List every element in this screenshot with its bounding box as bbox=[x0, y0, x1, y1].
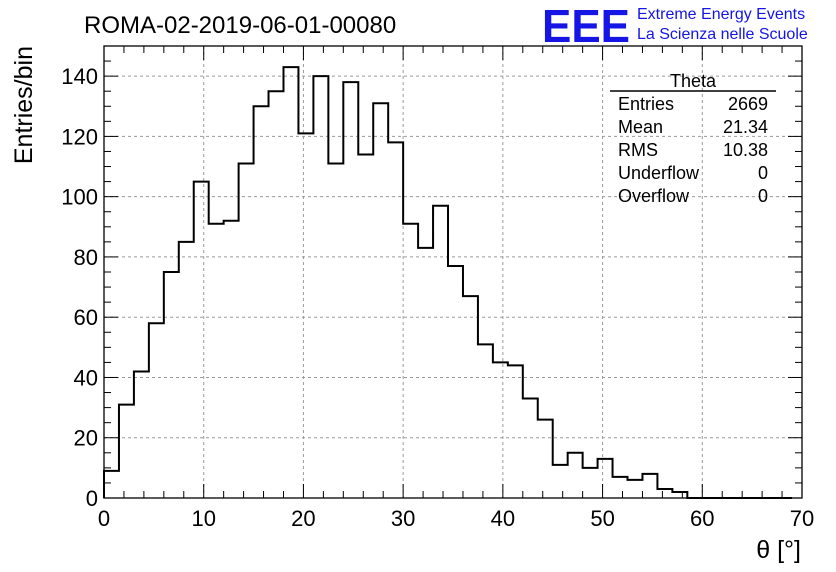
chart-title: ROMA-02-2019-06-01-00080 bbox=[84, 12, 396, 39]
stats-value-entries: 2669 bbox=[728, 94, 768, 114]
stats-value-rms: 10.38 bbox=[723, 140, 768, 160]
stats-label-overflow: Overflow bbox=[618, 186, 690, 206]
y-tick-label: 140 bbox=[61, 64, 98, 89]
y-tick-label: 60 bbox=[74, 305, 98, 330]
histogram-outline bbox=[103, 66, 793, 499]
stats-value-overflow: 0 bbox=[758, 186, 768, 206]
stats-label-rms: RMS bbox=[618, 140, 658, 160]
y-tick-label: 100 bbox=[61, 185, 98, 210]
y-axis-label: Entries/bin bbox=[10, 46, 38, 164]
x-axis-label: θ [°] bbox=[756, 536, 801, 564]
stats-value-underflow: 0 bbox=[758, 163, 768, 183]
x-tick-label: 0 bbox=[98, 506, 110, 531]
grid-lines bbox=[104, 46, 802, 498]
y-tick-label: 120 bbox=[61, 124, 98, 149]
y-tick-label: 40 bbox=[74, 365, 98, 390]
y-tick-label: 20 bbox=[74, 426, 98, 451]
stats-box: Theta Entries 2669 Mean 21.34 RMS 10.38 … bbox=[610, 71, 776, 206]
x-tick-label: 70 bbox=[790, 506, 814, 531]
x-tick-label: 10 bbox=[191, 506, 215, 531]
y-tick-label: 80 bbox=[74, 245, 98, 270]
plot-frame bbox=[103, 45, 803, 499]
stats-label-mean: Mean bbox=[618, 117, 663, 137]
stats-value-mean: 21.34 bbox=[723, 117, 768, 137]
y-tick-labels: 0 20 40 60 80 100 120 140 bbox=[61, 64, 98, 511]
logo-line-2: La Scienza nelle Scuole bbox=[637, 26, 808, 43]
x-tick-label: 20 bbox=[291, 506, 315, 531]
stats-label-entries: Entries bbox=[618, 94, 674, 114]
x-tick-label: 30 bbox=[391, 506, 415, 531]
eee-logo: EEE Extreme Energy Events La Scienza nel… bbox=[542, 0, 808, 52]
axis-ticks bbox=[103, 45, 803, 499]
x-tick-label: 40 bbox=[491, 506, 515, 531]
x-tick-label: 50 bbox=[590, 506, 614, 531]
x-tick-label: 60 bbox=[690, 506, 714, 531]
eee-logo-mark: EEE bbox=[542, 0, 630, 52]
x-tick-labels: 0 10 20 30 40 50 60 70 bbox=[98, 506, 814, 531]
logo-line-1: Extreme Energy Events bbox=[637, 6, 805, 23]
stats-label-underflow: Underflow bbox=[618, 163, 700, 183]
y-tick-label: 0 bbox=[86, 486, 98, 511]
stats-title: Theta bbox=[670, 71, 717, 91]
